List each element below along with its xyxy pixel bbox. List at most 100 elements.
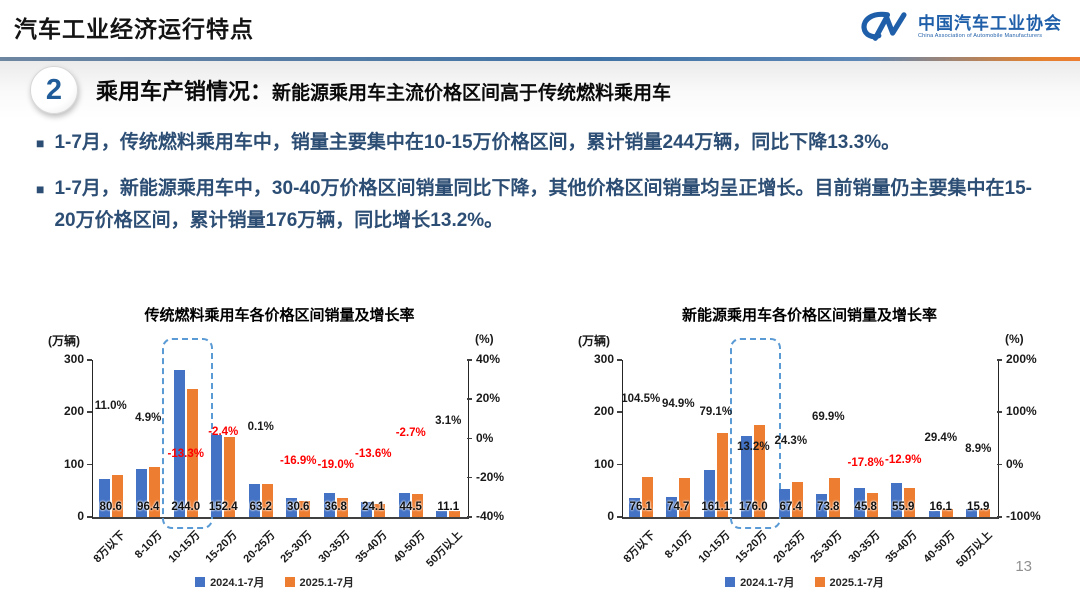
- title-underline: [0, 57, 1080, 61]
- caam-cm-logo-icon: [861, 11, 907, 41]
- chart-title: 传统燃料乘用车各价格区间销量及增长率: [144, 307, 415, 324]
- y-axis-tick: [617, 411, 622, 413]
- bar-2025.1-7月: [411, 494, 423, 517]
- y-axis-tick-label: 0: [77, 509, 84, 523]
- growth-rate-label: 3.1%: [435, 415, 462, 428]
- y-axis-tick-label: 300: [63, 352, 84, 366]
- bar-2024.1-7月: [136, 469, 148, 517]
- y2-axis-tick: [467, 476, 472, 479]
- y-axis-tick: [87, 411, 92, 413]
- legend-swatch-icon: [284, 577, 295, 587]
- growth-rate-label: 29.4%: [924, 432, 958, 445]
- bar-2025.1-7月: [716, 433, 728, 517]
- y2-axis-tick-label: 100%: [1006, 404, 1037, 419]
- growth-rate-label: -2.4%: [208, 426, 239, 439]
- legend-item: 2024.1-7月: [725, 574, 795, 590]
- org-logo: 中国汽车工业协会 China Association of Automobile…: [858, 8, 1062, 46]
- value-label: 44.5: [399, 501, 422, 513]
- bar-2025.1-7月: [374, 504, 386, 517]
- growth-rate-label: -13.3%: [167, 447, 204, 460]
- value-label: 76.1: [629, 501, 652, 513]
- y2-axis-tick: [997, 359, 1002, 361]
- chart-traditional-fuel: 传统燃料乘用车各价格区间销量及增长率 (万辆) (%) 300 200 100 0 40% 20…: [22, 302, 527, 602]
- value-label: 244.0: [171, 501, 201, 513]
- y2-axis-tick-label: 0%: [476, 430, 494, 445]
- value-label: 55.9: [892, 501, 915, 513]
- y2-axis-tick: [997, 516, 1002, 518]
- bar-2025.1-7月: [224, 437, 236, 517]
- value-label: 15.9: [967, 501, 990, 513]
- bullet-square-icon: ■: [36, 135, 45, 151]
- bar-2025.1-7月: [186, 389, 198, 517]
- bar-2025.1-7月: [449, 511, 461, 517]
- y-axis-tick-label: 200: [593, 404, 614, 419]
- bar-2024.1-7月: [98, 479, 110, 517]
- value-label: 176.0: [738, 501, 768, 513]
- bar-2025.1-7月: [261, 484, 273, 517]
- value-label: 30.6: [287, 501, 310, 513]
- growth-rate-label: 24.3%: [774, 434, 808, 447]
- growth-rate-label: -17.8%: [847, 456, 884, 469]
- value-label: 24.1: [362, 501, 385, 513]
- bar-2025.1-7月: [866, 493, 878, 517]
- legend-swatch-icon: [195, 577, 206, 587]
- highlight-box: [729, 338, 781, 529]
- growth-rate-label: -13.6%: [355, 448, 392, 461]
- bar-2025.1-7月: [979, 509, 991, 517]
- legend-item: 2024.1-7月: [195, 574, 265, 590]
- value-label: 80.6: [99, 501, 122, 513]
- y2-axis-tick-label: 200%: [1006, 352, 1037, 366]
- section-subheading: 新能源乘用车主流价格区间高于传统燃料乘用车: [272, 83, 672, 104]
- bullet-text: 1-7月，传统燃料乘用车中，销量主要集中在10-15万价格区间，累计销量244万…: [54, 132, 901, 153]
- bar-2025.1-7月: [679, 478, 691, 517]
- y-axis-tick: [87, 359, 92, 361]
- growth-rate-label: 69.9%: [811, 411, 845, 424]
- value-label: 36.8: [324, 501, 347, 513]
- bar-2024.1-7月: [323, 493, 335, 517]
- growth-rate-label: 0.1%: [247, 421, 274, 434]
- value-label: 63.2: [249, 501, 272, 513]
- bar-2024.1-7月: [928, 511, 940, 517]
- bullet-item: ■ 1-7月，传统燃料乘用车中，销量主要集中在10-15万价格区间，累计销量24…: [36, 127, 1046, 159]
- legend-label: 2024.1-7月: [210, 577, 265, 589]
- y2-axis-tick-label: -20%: [476, 469, 505, 484]
- bar-2024.1-7月: [398, 493, 410, 517]
- growth-rate-label: -19.0%: [317, 458, 354, 471]
- y2-axis-tick-label: 40%: [476, 352, 501, 366]
- legend-swatch-icon: [814, 577, 825, 587]
- org-name-cn: 中国汽车工业协会: [918, 13, 1062, 33]
- y-axis-tick: [617, 463, 622, 466]
- y2-axis-tick-label: -40%: [476, 509, 505, 523]
- section-number-badge: 2: [30, 66, 78, 114]
- chart-title: 新能源乘用车各价格区间销量及增长率: [681, 307, 937, 324]
- axis-unit-right: (%): [475, 332, 494, 346]
- value-label: 96.4: [137, 501, 160, 513]
- y-axis-tick-label: 300: [593, 352, 614, 366]
- section-header: 2 乘用车产销情况： 新能源乘用车主流价格区间高于传统燃料乘用车: [0, 61, 1080, 119]
- value-label: 11.1: [437, 501, 460, 513]
- bullet-item: ■ 1-7月，新能源乘用车中，30-40万价格区间销量同比下降，其他价格区间销量…: [36, 173, 1046, 237]
- page-number: 13: [1015, 558, 1032, 575]
- axis-unit-left: (万辆): [48, 334, 80, 348]
- growth-rate-label: 11.0%: [94, 399, 127, 412]
- bar-2025.1-7月: [754, 425, 766, 517]
- y2-axis-tick: [467, 398, 472, 400]
- value-label: 67.4: [779, 501, 802, 513]
- bar-2024.1-7月: [248, 484, 260, 517]
- bar-2025.1-7月: [941, 509, 953, 517]
- growth-rate-label: 4.9%: [135, 411, 162, 424]
- growth-rate-label: 94.9%: [661, 398, 695, 410]
- bar-2024.1-7月: [703, 470, 715, 517]
- growth-rate-label: 8.9%: [965, 443, 992, 455]
- bar-2025.1-7月: [904, 488, 916, 517]
- y-axis-tick: [87, 516, 92, 518]
- y2-axis-tick: [467, 516, 472, 518]
- chart-legend: 2024.1-7月 2025.1-7月: [552, 574, 1057, 590]
- bar-2024.1-7月: [966, 509, 978, 517]
- growth-rate-label: 13.2%: [736, 440, 770, 453]
- bar-2024.1-7月: [436, 511, 448, 517]
- bar-2024.1-7月: [361, 502, 373, 517]
- plot-area: [92, 360, 469, 519]
- axis-unit-left: (万辆): [578, 334, 610, 348]
- y2-axis-tick: [467, 437, 472, 439]
